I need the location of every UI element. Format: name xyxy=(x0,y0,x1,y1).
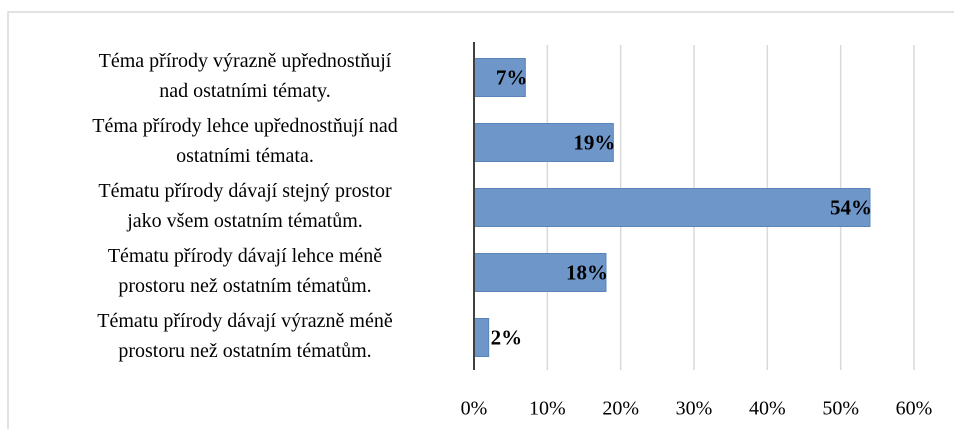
y-tick-label: Téma přírody lehce upřednostňují nad xyxy=(92,115,397,137)
x-tick-label: 60% xyxy=(896,398,933,420)
x-tick-label: 10% xyxy=(529,398,566,420)
y-tick-label: Tématu přírody dávají lehce méně xyxy=(108,245,382,267)
x-tick-label: 50% xyxy=(822,398,859,420)
x-tick-label: 20% xyxy=(602,398,639,420)
bar xyxy=(473,188,871,227)
y-tick-label: ostatními témata. xyxy=(176,145,314,167)
y-tick-label: prostoru než ostatním tématům. xyxy=(118,340,371,362)
y-tick-label: prostoru než ostatním tématům. xyxy=(118,275,371,297)
bar xyxy=(473,123,614,162)
x-tick-label: 30% xyxy=(676,398,713,420)
x-tick-label: 40% xyxy=(749,398,786,420)
data-label: 54% xyxy=(830,195,872,219)
y-tick-label: jako všem ostatním tématům. xyxy=(126,210,363,232)
y-tick-label: Téma přírody výrazně upřednostňují xyxy=(99,50,392,72)
x-tick-label: 0% xyxy=(461,398,488,420)
data-label: 18% xyxy=(566,260,608,284)
data-label: 2% xyxy=(491,325,522,349)
data-label: 19% xyxy=(573,130,615,154)
y-tick-label: Tématu přírody dávají výrazně méně xyxy=(97,310,393,332)
chart-frame xyxy=(7,11,954,429)
y-tick-label: Tématu přírody dávají stejný prostor xyxy=(98,180,392,202)
bar xyxy=(473,253,607,292)
y-tick-label: nad ostatními tématy. xyxy=(159,80,330,102)
bar xyxy=(473,318,490,357)
data-label: 7% xyxy=(496,65,528,89)
